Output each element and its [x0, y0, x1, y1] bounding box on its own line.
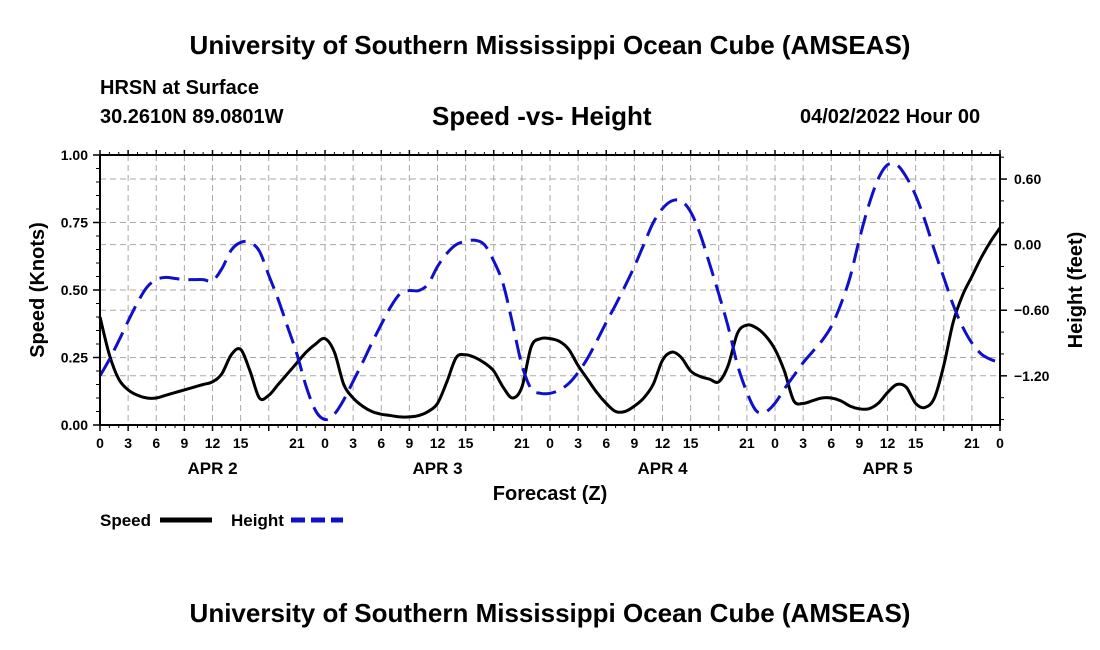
x-tick-label: 15	[233, 435, 249, 451]
x-tick-label: 6	[827, 435, 835, 451]
x-tick-label: 21	[739, 435, 755, 451]
axis-ticks: 0 3 6 9 12 15 21 0 3 6 9 12 15 21 0 3 6 9 12 15 21 0 3 6 9 12 15 21…	[61, 147, 1050, 478]
y2-tick-label: 0.00	[1014, 237, 1041, 253]
forecast-datetime: 04/02/2022 Hour 00	[800, 106, 981, 128]
y2-tick-label: −1.20	[1014, 368, 1050, 384]
x-tick-label: 6	[377, 435, 385, 451]
x-tick-label: 9	[180, 435, 188, 451]
footer-title: University of Southern Mississippi Ocean…	[189, 598, 911, 628]
x-tick-label: 12	[205, 435, 221, 451]
x-tick-label: 12	[655, 435, 671, 451]
x-tick-label: 6	[152, 435, 160, 451]
x-tick-label: 12	[430, 435, 446, 451]
y2-axis-title: Height (feet)	[1065, 232, 1087, 349]
speed-series-line	[98, 227, 1002, 419]
y2-tick-label: 0.60	[1014, 171, 1041, 187]
legend-speed-label: Speed	[100, 511, 151, 530]
day-label: APR 3	[412, 459, 462, 478]
y-tick-label: 0.50	[61, 282, 88, 298]
station-name: HRSN at Surface	[100, 77, 259, 99]
x-tick-label: 15	[458, 435, 474, 451]
axis-labels: Forecast (Z) Speed (Knots) Height (feet)	[27, 222, 1087, 505]
legend-height-label: Height	[231, 511, 284, 530]
x-tick-label: 0	[96, 435, 104, 451]
y-axis-title: Speed (Knots)	[27, 222, 49, 358]
x-tick-label: 9	[630, 435, 638, 451]
chart-subtitle: Speed -vs- Height	[432, 101, 652, 131]
x-tick-label: 6	[602, 435, 610, 451]
day-label: APR 4	[637, 459, 688, 478]
x-tick-label: 21	[289, 435, 305, 451]
y-tick-label: 0.00	[61, 417, 88, 433]
x-tick-label: 12	[880, 435, 896, 451]
x-tick-label: 21	[514, 435, 530, 451]
y-tick-label: 1.00	[61, 147, 88, 163]
legend: Speed Height	[100, 511, 343, 530]
x-tick-label: 0	[546, 435, 554, 451]
series-group	[98, 161, 1002, 422]
y-tick-label: 0.75	[61, 215, 88, 231]
x-tick-label: 3	[124, 435, 132, 451]
station-coords: 30.2610N 89.0801W	[100, 106, 284, 128]
chart-title: University of Southern Mississippi Ocean…	[189, 30, 911, 60]
x-tick-label: 0	[771, 435, 779, 451]
x-tick-label: 0	[996, 435, 1004, 451]
y-tick-label: 0.25	[61, 350, 88, 366]
x-tick-label: 9	[405, 435, 413, 451]
x-tick-label: 9	[855, 435, 863, 451]
x-tick-label: 3	[349, 435, 357, 451]
y2-tick-label: −0.60	[1014, 302, 1050, 318]
grid	[100, 155, 1000, 425]
x-tick-label: 15	[908, 435, 924, 451]
height-series-line	[98, 161, 1001, 422]
x-tick-label: 21	[964, 435, 980, 451]
x-axis-title: Forecast (Z)	[493, 483, 607, 505]
day-label: APR 5	[862, 459, 912, 478]
x-tick-label: 3	[574, 435, 582, 451]
x-tick-label: 15	[683, 435, 699, 451]
x-tick-label: 0	[321, 435, 329, 451]
x-tick-label: 3	[799, 435, 807, 451]
day-label: APR 2	[187, 459, 237, 478]
